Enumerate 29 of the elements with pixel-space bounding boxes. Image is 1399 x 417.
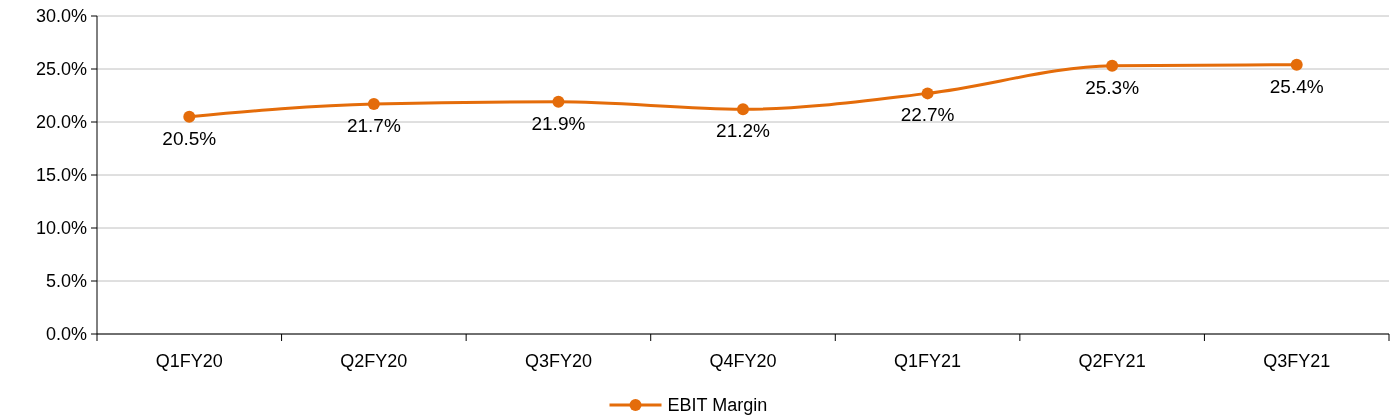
y-tick-label: 5.0%	[45, 271, 87, 292]
data-label: 22.7%	[900, 104, 955, 126]
x-tick-label: Q2FY21	[1078, 351, 1146, 371]
x-tick-label: Q4FY20	[709, 351, 777, 371]
point	[1106, 59, 1119, 72]
data-label: 21.7%	[346, 114, 401, 136]
point	[552, 95, 565, 108]
point	[921, 87, 934, 100]
data-label: 25.3%	[1085, 76, 1140, 98]
y-tick-label: 10.0%	[35, 218, 87, 239]
y-tick-label: 20.0%	[35, 112, 87, 133]
y-tick-label: 30.0%	[35, 6, 87, 27]
point	[183, 110, 196, 123]
x-tick-label: Q1FY21	[894, 351, 962, 371]
legend-label: EBIT Margin	[667, 395, 768, 416]
point	[1290, 58, 1303, 71]
data-label: 21.9%	[531, 112, 586, 134]
y-tick-label: 15.0%	[35, 165, 87, 186]
x-tick-label: Q3FY21	[1263, 351, 1331, 371]
x-tick-label: Q3FY20	[524, 351, 592, 371]
data-label: 20.5%	[162, 127, 217, 149]
data-label: 25.4%	[1269, 75, 1324, 97]
point	[367, 97, 380, 110]
x-tick-label: Q1FY20	[155, 351, 223, 371]
data-label: 21.2%	[716, 120, 771, 142]
point	[737, 103, 749, 116]
y-tick-label: 0.0%	[45, 324, 87, 345]
y-tick-label: 25.0%	[35, 59, 87, 80]
x-tick-label: Q2FY20	[340, 351, 408, 371]
